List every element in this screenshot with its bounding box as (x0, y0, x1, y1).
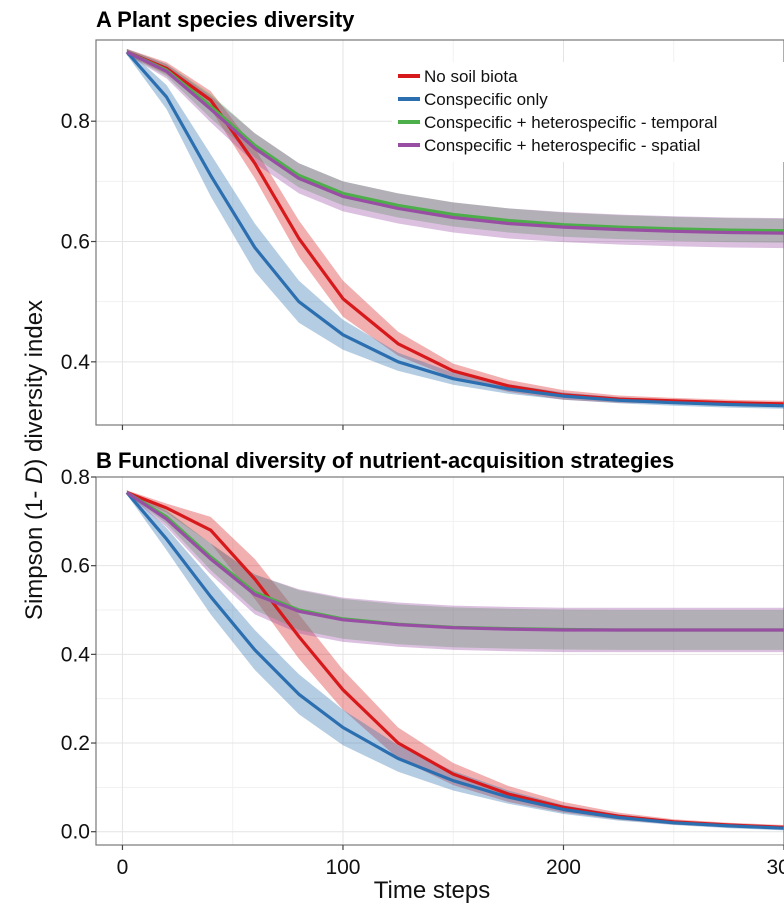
panel-b-y-tick-label: 0.2 (61, 732, 90, 755)
panel-b-line-conspecific-only (125, 491, 784, 830)
panel-b-line-conspecific-heterospecific-spatial (126, 491, 784, 632)
panel-a-frame (95, 39, 784, 426)
legend-background (392, 62, 784, 162)
y-axis-title-variable: D (21, 467, 48, 484)
y-axis-title-prefix: Simpson (1- (21, 484, 48, 620)
panel-a-line-conspecific-heterospecific-temporal (126, 50, 784, 233)
panel-b-y-tick-label: 0.8 (61, 466, 90, 489)
legend-label-no-soil-biota: No soil biota (424, 67, 518, 86)
panel-b-x-tick-label: 300 (766, 856, 784, 879)
panel-b-frame (95, 476, 784, 846)
panel-b-x-tick-label: 200 (546, 856, 581, 879)
panel-b-x-tick-label: 0 (117, 856, 129, 879)
panel-b-x-tick-label: 100 (325, 856, 360, 879)
panel-b-y-tick-label: 0.6 (61, 555, 90, 578)
panel-b-band-no-soil-biota (126, 490, 784, 830)
legend-label-conspecific-heterospecific-spatial: Conspecific + heterospecific - spatial (424, 136, 700, 155)
panel-b-plot-background (96, 477, 784, 845)
legend-label-conspecific-only: Conspecific only (424, 90, 548, 109)
panel-a-y-tick-label: 0.6 (61, 231, 90, 254)
x-axis-title: Time steps (374, 877, 490, 904)
panel-b-title: B Functional diversity of nutrient-acqui… (96, 448, 674, 473)
panel-a-y-tick-label: 0.4 (61, 351, 91, 374)
panel-a-band-conspecific-only (126, 49, 784, 409)
y-axis-title-suffix: ) diversity index (21, 300, 48, 467)
panel-b-y-tick-label: 0.4 (61, 643, 91, 666)
panel-b-plot: 0.0 0.2 0.4 0.6 0.8 0 100 200 300 (61, 466, 784, 879)
panel-a-band-no-soil-biota (126, 49, 784, 407)
panel-a-y-tick-label: 0.8 (61, 110, 90, 133)
panel-b-band-conspecific-only (126, 490, 784, 831)
panel-b-band-conspecific-heterospecific-spatial (126, 490, 784, 653)
panel-a-title: A Plant species diversity (96, 7, 355, 32)
panel-a-line-conspecific-only (125, 50, 784, 408)
y-axis-title: Simpson (1- D) diversity index (21, 300, 48, 620)
panel-b-y-tick-label: 0.0 (61, 821, 90, 844)
panel-a-line-conspecific-heterospecific-spatial (126, 50, 784, 235)
legend-label-conspecific-heterospecific-temporal: Conspecific + heterospecific - temporal (424, 113, 717, 132)
legend: No soil biota Conspecific only Conspecific… (392, 62, 784, 162)
